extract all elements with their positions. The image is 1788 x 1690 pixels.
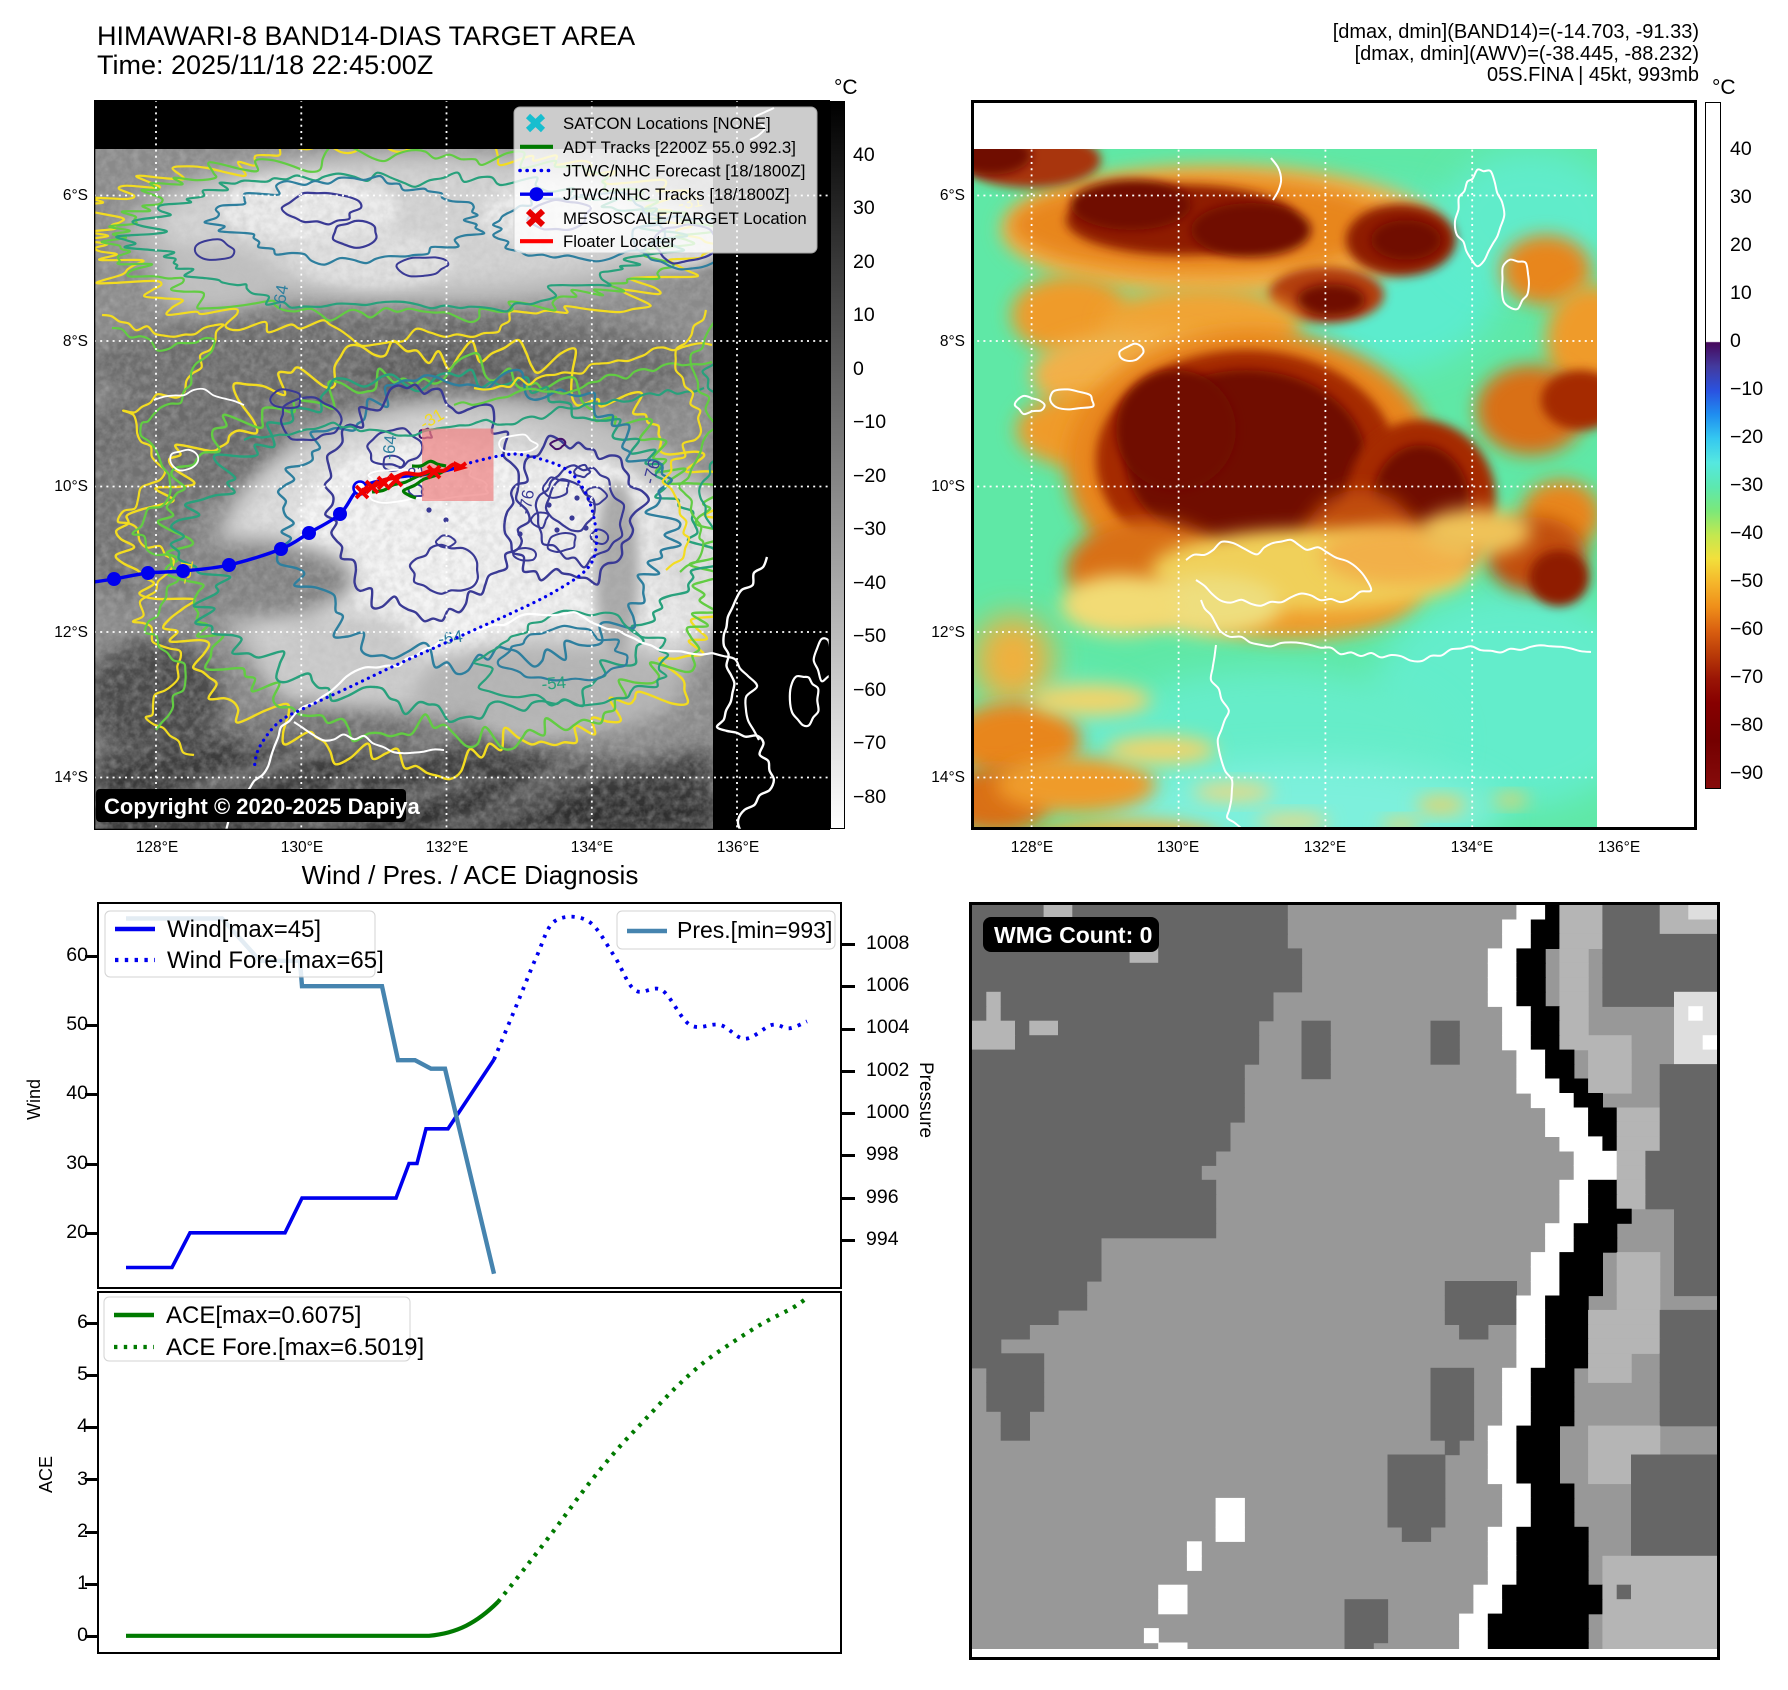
- svg-text:Copyright © 2020-2025 Dapiya: Copyright © 2020-2025 Dapiya: [104, 794, 421, 819]
- svg-text:ADT Tracks [2200Z 55.0 992.3]: ADT Tracks [2200Z 55.0 992.3]: [563, 138, 796, 157]
- svg-text:-76: -76: [515, 488, 538, 516]
- svg-text:Wind[max=45]: Wind[max=45]: [167, 916, 321, 943]
- svg-text:Pres.[min=993]: Pres.[min=993]: [677, 917, 832, 943]
- svg-text:WMG Count: 0: WMG Count: 0: [994, 922, 1152, 948]
- svg-text:SATCON Locations [NONE]: SATCON Locations [NONE]: [563, 114, 771, 133]
- svg-text:Wind Fore.[max=65]: Wind Fore.[max=65]: [167, 947, 384, 974]
- svg-text:JTWC/NHC Forecast [18/1800Z]: JTWC/NHC Forecast [18/1800Z]: [563, 162, 805, 181]
- svg-text:-54: -54: [541, 673, 567, 694]
- svg-text:-64: -64: [437, 627, 464, 649]
- svg-text:Floater Locater: Floater Locater: [563, 232, 676, 251]
- svg-text:ACE[max=0.6075]: ACE[max=0.6075]: [166, 1302, 361, 1329]
- svg-text:MESOSCALE/TARGET Location: MESOSCALE/TARGET Location: [563, 209, 807, 228]
- svg-text:ACE Fore.[max=6.5019]: ACE Fore.[max=6.5019]: [166, 1334, 424, 1361]
- svg-text:-64: -64: [269, 283, 292, 311]
- svg-text:-64: -64: [379, 434, 400, 460]
- svg-text:JTWC/NHC Tracks [18/1800Z]: JTWC/NHC Tracks [18/1800Z]: [563, 185, 790, 204]
